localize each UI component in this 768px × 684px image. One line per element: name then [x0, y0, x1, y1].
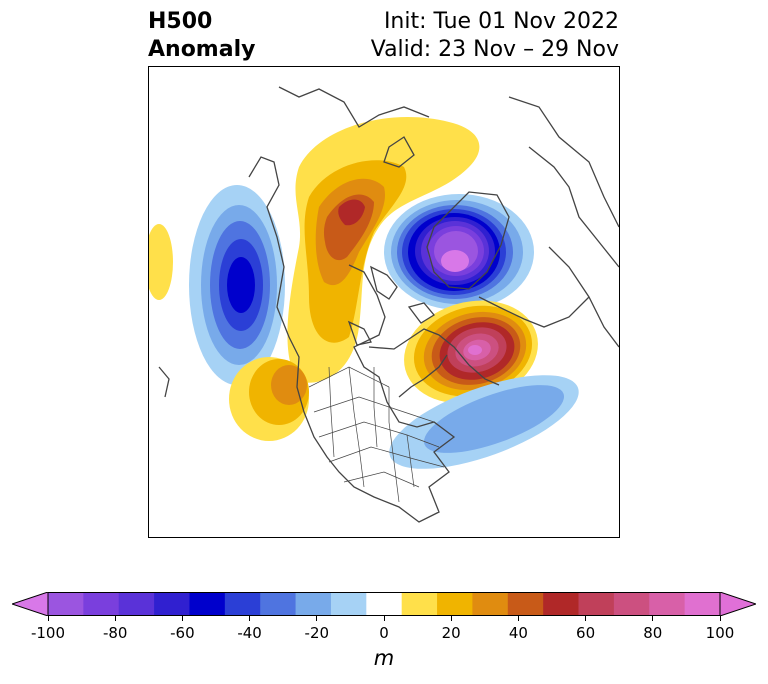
colorbar-segment [543, 592, 580, 616]
colorbar-tick-label: -100 [30, 624, 66, 642]
colorbar-segment [437, 592, 473, 616]
colorbar-tick-label: -80 [102, 624, 128, 642]
anomaly-negative-pacific [189, 185, 285, 385]
colorbar-segment [613, 592, 650, 616]
colorbar-frame [47, 592, 721, 616]
colorbar-unit: m [373, 646, 395, 670]
colorbar-extend-min [12, 592, 49, 616]
colorbar-segment [260, 592, 297, 616]
colorbar-segment [295, 592, 332, 616]
colorbar-segment [649, 592, 686, 616]
colorbar-tick-mark [585, 616, 587, 621]
colorbar-tick-label: 80 [643, 624, 663, 642]
colorbar-tick-mark [181, 616, 183, 621]
anomaly-positive-atlantic [404, 300, 538, 404]
anomaly-negative-pole [384, 194, 534, 310]
colorbar-tick-mark [114, 616, 116, 621]
title-type: Anomaly [148, 37, 256, 62]
anomaly-positive-far-pacific [149, 224, 173, 300]
valid-range: Valid: 23 Nov – 29 Nov [370, 37, 619, 62]
colorbar-segment [224, 592, 261, 616]
colorbar-tick-mark [47, 616, 49, 621]
colorbar-segment [578, 592, 615, 616]
anomaly-positive-northwest [229, 357, 309, 441]
init-date: Init: Tue 01 Nov 2022 [383, 9, 619, 34]
anomaly-map [148, 66, 620, 538]
colorbar-tick-label: -40 [237, 624, 262, 642]
chart-title: H500 Anomaly [148, 8, 255, 64]
colorbar-tick-mark [719, 616, 721, 621]
colorbar-tick-mark [652, 616, 654, 621]
colorbar-tick-label: 20 [441, 624, 461, 642]
colorbar-segment [154, 592, 190, 616]
colorbar-tick-mark [450, 616, 452, 621]
colorbar-segment [118, 592, 155, 616]
colorbar-segment [472, 592, 509, 616]
colorbar-segment [189, 592, 226, 616]
colorbar-tick-label: -20 [304, 624, 330, 642]
colorbar-tick-label: 40 [508, 624, 528, 642]
colorbar-tick-mark [316, 616, 318, 621]
colorbar-tick-mark [517, 616, 519, 621]
colorbar-segment [401, 592, 438, 616]
state-borders [308, 366, 445, 503]
colorbar-segment [684, 592, 721, 616]
map-svg [149, 86, 619, 523]
anomaly-positive-alaska [287, 117, 480, 383]
colorbar-extend-max [719, 592, 756, 616]
colorbar-tick-label: 0 [379, 624, 389, 642]
colorbar-segment [330, 592, 367, 616]
colorbar-tick-label: 60 [576, 624, 596, 642]
title-variable: H500 [148, 9, 213, 34]
colorbar-tick-mark [249, 616, 251, 621]
colorbar [12, 592, 756, 616]
colorbar-segment [507, 592, 544, 616]
colorbar-tick-mark [383, 616, 385, 621]
colorbar-tick-label: -60 [170, 624, 195, 642]
chart-dates: Init: Tue 01 Nov 2022 Valid: 23 Nov – 29… [371, 8, 619, 64]
anomaly-negative-atlantic [389, 375, 579, 469]
colorbar-segment [48, 592, 84, 616]
colorbar-segment [366, 592, 403, 616]
colorbar-tick-label: 100 [705, 624, 735, 642]
colorbar-segment [83, 592, 120, 616]
coastlines [158, 86, 619, 523]
